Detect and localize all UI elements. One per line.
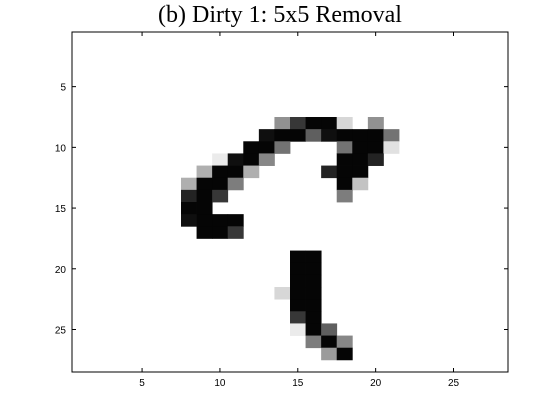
pixel-cell-r23-c15	[290, 299, 306, 312]
pixel-cell-r9-c17	[321, 129, 338, 142]
pixel-cell-r11-c19	[352, 153, 369, 166]
pixel-cell-r26-c17	[321, 335, 338, 349]
pixel-cell-r9-c20	[367, 129, 384, 142]
pixel-cell-r10-c18	[336, 141, 353, 154]
pixel-cell-r11-c20	[367, 153, 384, 166]
x-tick-label-15: 15	[292, 378, 304, 389]
pixel-cell-r12-c10	[212, 165, 229, 179]
pixel-cell-r13-c8	[181, 177, 197, 191]
pixel-cell-r20-c15	[290, 262, 306, 276]
chart-title: (b) Dirty 1: 5x5 Removal	[158, 2, 402, 28]
pixel-cell-r19-c16	[305, 250, 322, 264]
pixel-cell-r14-c9	[196, 189, 213, 203]
pixel-cell-r12-c12	[243, 165, 260, 179]
pixel-cell-r21-c15	[290, 274, 306, 288]
pixel-cell-r8-c18	[336, 117, 353, 130]
pixel-cell-r10-c14	[274, 141, 291, 154]
pixel-cell-r10-c12	[243, 141, 260, 154]
pixel-cell-r23-c16	[305, 299, 322, 312]
pixel-cell-r9-c13	[258, 129, 275, 142]
pixel-cell-r16-c9	[196, 214, 213, 227]
y-tick-label-5: 5	[60, 83, 66, 94]
pixel-cell-r21-c16	[305, 274, 322, 288]
pixel-cell-r17-c11	[227, 226, 244, 239]
axes-frame	[71, 31, 509, 373]
pixel-cell-r16-c10	[212, 214, 229, 227]
pixel-cell-r26-c16	[305, 335, 322, 349]
pixel-cells	[181, 117, 400, 361]
pixel-cell-r15-c8	[181, 202, 197, 215]
pixel-cell-r10-c19	[352, 141, 369, 154]
pixel-cell-r25-c16	[305, 323, 322, 336]
pixel-cell-r8-c16	[305, 117, 322, 130]
pixel-cell-r13-c18	[336, 177, 353, 191]
pixel-cell-r27-c18	[336, 347, 353, 361]
pixel-cell-r19-c15	[290, 250, 306, 264]
pixel-cell-r11-c11	[227, 153, 244, 166]
x-tick-label-20: 20	[370, 378, 382, 389]
pixel-cell-r20-c16	[305, 262, 322, 276]
pixel-cell-r9-c15	[290, 129, 306, 142]
pixel-cell-r14-c10	[212, 189, 229, 203]
pixel-cell-r12-c17	[321, 165, 338, 179]
pixel-cell-r13-c10	[212, 177, 229, 191]
y-tick-label-25: 25	[55, 326, 67, 337]
pixel-cell-r11-c18	[336, 153, 353, 166]
pixel-cell-r9-c18	[336, 129, 353, 142]
pixel-cell-r8-c15	[290, 117, 306, 130]
pixel-cell-r13-c19	[352, 177, 369, 191]
pixel-cell-r13-c9	[196, 177, 213, 191]
tick-marks: 5 10 15 20 25 5 10 15 20 25	[55, 32, 508, 389]
pixel-cell-r9-c19	[352, 129, 369, 142]
pixel-cell-r14-c18	[336, 189, 353, 203]
pixel-cell-r12-c9	[196, 165, 213, 179]
pixel-cell-r15-c9	[196, 202, 213, 215]
pixel-cell-r13-c11	[227, 177, 244, 191]
pixel-cell-r16-c8	[181, 214, 197, 227]
y-tick-label-15: 15	[55, 204, 67, 215]
pixel-cell-r24-c15	[290, 311, 306, 324]
pixel-cell-r12-c19	[352, 165, 369, 179]
pixel-cell-r11-c12	[243, 153, 260, 166]
pixel-cell-r8-c14	[274, 117, 291, 130]
pixel-cell-r17-c10	[212, 226, 229, 239]
pixel-cell-r12-c18	[336, 165, 353, 179]
x-tick-label-25: 25	[448, 378, 460, 389]
pixel-cell-r22-c16	[305, 287, 322, 300]
pixel-cell-r26-c18	[336, 335, 353, 349]
pixel-cell-r9-c16	[305, 129, 322, 142]
pixel-cell-r11-c13	[258, 153, 275, 166]
pixel-cell-r9-c14	[274, 129, 291, 142]
pixel-cell-r12-c11	[227, 165, 244, 179]
x-tick-label-5: 5	[139, 378, 145, 389]
pixel-cell-r11-c10	[212, 153, 229, 166]
pixel-cell-r22-c15	[290, 287, 306, 300]
pixel-cell-r8-c20	[367, 117, 384, 130]
pixel-cell-r27-c17	[321, 347, 338, 361]
y-tick-label-10: 10	[55, 143, 67, 154]
y-tick-label-20: 20	[55, 265, 67, 276]
pixel-cell-r17-c9	[196, 226, 213, 239]
pixel-cell-r8-c17	[321, 117, 338, 130]
pixel-cell-r10-c13	[258, 141, 275, 154]
pixel-cell-r9-c21	[383, 129, 400, 142]
pixel-cell-r10-c20	[367, 141, 384, 154]
x-tick-label-10: 10	[214, 378, 226, 389]
pixel-cell-r16-c11	[227, 214, 244, 227]
pixel-cell-r25-c15	[290, 323, 306, 336]
pixel-cell-r14-c8	[181, 189, 197, 203]
pixel-cell-r24-c16	[305, 311, 322, 324]
pixel-cell-r10-c21	[383, 141, 400, 154]
pixel-cell-r22-c14	[274, 287, 291, 300]
pixel-cell-r25-c17	[321, 323, 338, 336]
